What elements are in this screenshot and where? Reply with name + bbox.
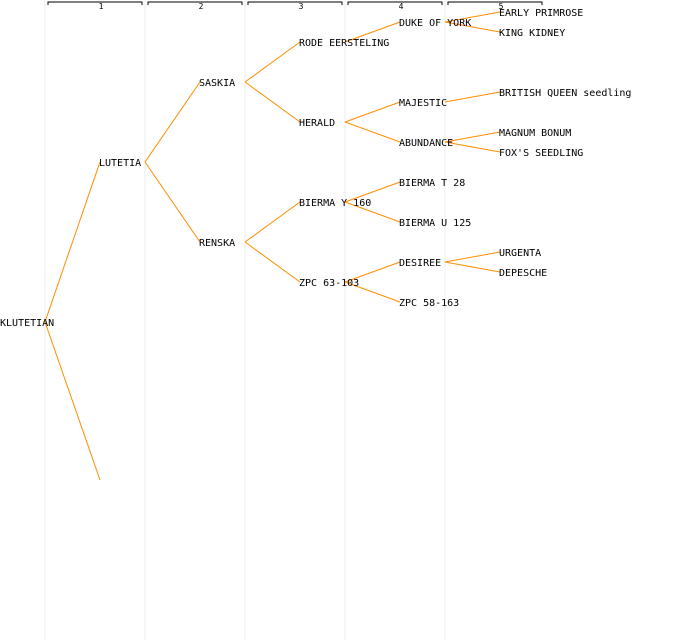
edge-saskia-herald — [244, 81, 301, 123]
edge-renska-zpc63-103 — [244, 241, 301, 283]
edge-rode-eersteling-duke-of-york — [344, 21, 401, 43]
edge-zpc63-103-desiree — [344, 261, 401, 283]
node-lutetia[interactable]: LUTETIA — [99, 158, 141, 169]
node-duke-of-york[interactable]: DUKE OF YORK — [399, 18, 471, 29]
edge-abundance-magnum-bonum — [444, 131, 501, 143]
node-british-queen-seedling[interactable]: BRITISH QUEEN seedling — [499, 88, 631, 99]
edge-klutetian-lutetia — [44, 161, 101, 323]
node-herald[interactable]: HERALD — [299, 118, 335, 129]
generation-bracket-3: 3 — [247, 1, 343, 11]
generation-bracket-2: 2 — [147, 1, 243, 11]
node-zpc58-163[interactable]: ZPC 58-163 — [399, 298, 459, 309]
edge-duke-of-york-king-kidney — [444, 21, 501, 33]
edge-saskia-rode-eersteling — [244, 41, 301, 83]
edge-lutetia-renska — [144, 161, 201, 243]
node-bierma-t28[interactable]: BIERMA T 28 — [399, 178, 465, 189]
node-urgenta[interactable]: URGENTA — [499, 248, 541, 259]
node-zpc63-103[interactable]: ZPC 63-103 — [299, 278, 359, 289]
generation-label: 2 — [199, 2, 204, 11]
edge-klutetian-unknown — [44, 321, 101, 481]
node-majestic[interactable]: MAJESTIC — [399, 98, 447, 109]
node-abundance[interactable]: ABUNDANCE — [399, 138, 453, 149]
column-dividers — [44, 0, 446, 640]
node-magnum-bonum[interactable]: MAGNUM BONUM — [499, 128, 571, 139]
generation-label: 4 — [399, 2, 404, 11]
generation-bracket-5: 5 — [447, 1, 543, 11]
generation-bracket-1: 1 — [47, 1, 143, 11]
node-saskia[interactable]: SASKIA — [199, 78, 235, 89]
edge-duke-of-york-early-primrose — [444, 11, 501, 23]
pedigree-nodes: KLUTETIAN LUTETIA SASKIA RENSKA RODE EER… — [0, 8, 631, 329]
edge-lutetia-saskia — [144, 81, 201, 163]
pedigree-edges — [44, 11, 501, 481]
node-depesche[interactable]: DEPESCHE — [499, 268, 547, 279]
node-renska[interactable]: RENSKA — [199, 238, 235, 249]
edge-zpc63-103-zpc58-163 — [344, 281, 401, 303]
edge-bierma-y160-bierma-t28 — [344, 181, 401, 203]
generation-label: 1 — [99, 2, 104, 11]
node-klutetian[interactable]: KLUTETIAN — [0, 318, 54, 329]
edge-majestic-british-queen — [444, 91, 501, 103]
generation-label: 3 — [299, 2, 304, 11]
generation-bracket-4: 4 — [347, 1, 443, 11]
edge-desiree-urgenta — [444, 251, 501, 263]
edge-herald-abundance — [344, 121, 401, 143]
generation-header: 1 2 3 4 5 — [47, 1, 543, 11]
node-bierma-y160[interactable]: BIERMA Y 160 — [299, 198, 371, 209]
edge-abundance-foxs-seedling — [444, 141, 501, 153]
node-bierma-u125[interactable]: BIERMA U 125 — [399, 218, 471, 229]
edge-bierma-y160-bierma-u125 — [344, 201, 401, 223]
edge-renska-bierma-y160 — [244, 201, 301, 243]
node-desiree[interactable]: DESIREE — [399, 258, 441, 269]
node-foxs-seedling[interactable]: FOX'S SEEDLING — [499, 148, 583, 159]
node-early-primrose[interactable]: EARLY PRIMROSE — [499, 8, 583, 19]
edge-herald-majestic — [344, 101, 401, 123]
generation-label: 5 — [499, 2, 504, 11]
node-king-kidney[interactable]: KING KIDNEY — [499, 28, 565, 39]
edge-desiree-depesche — [444, 261, 501, 273]
node-rode-eersteling[interactable]: RODE EERSTELING — [299, 38, 389, 49]
